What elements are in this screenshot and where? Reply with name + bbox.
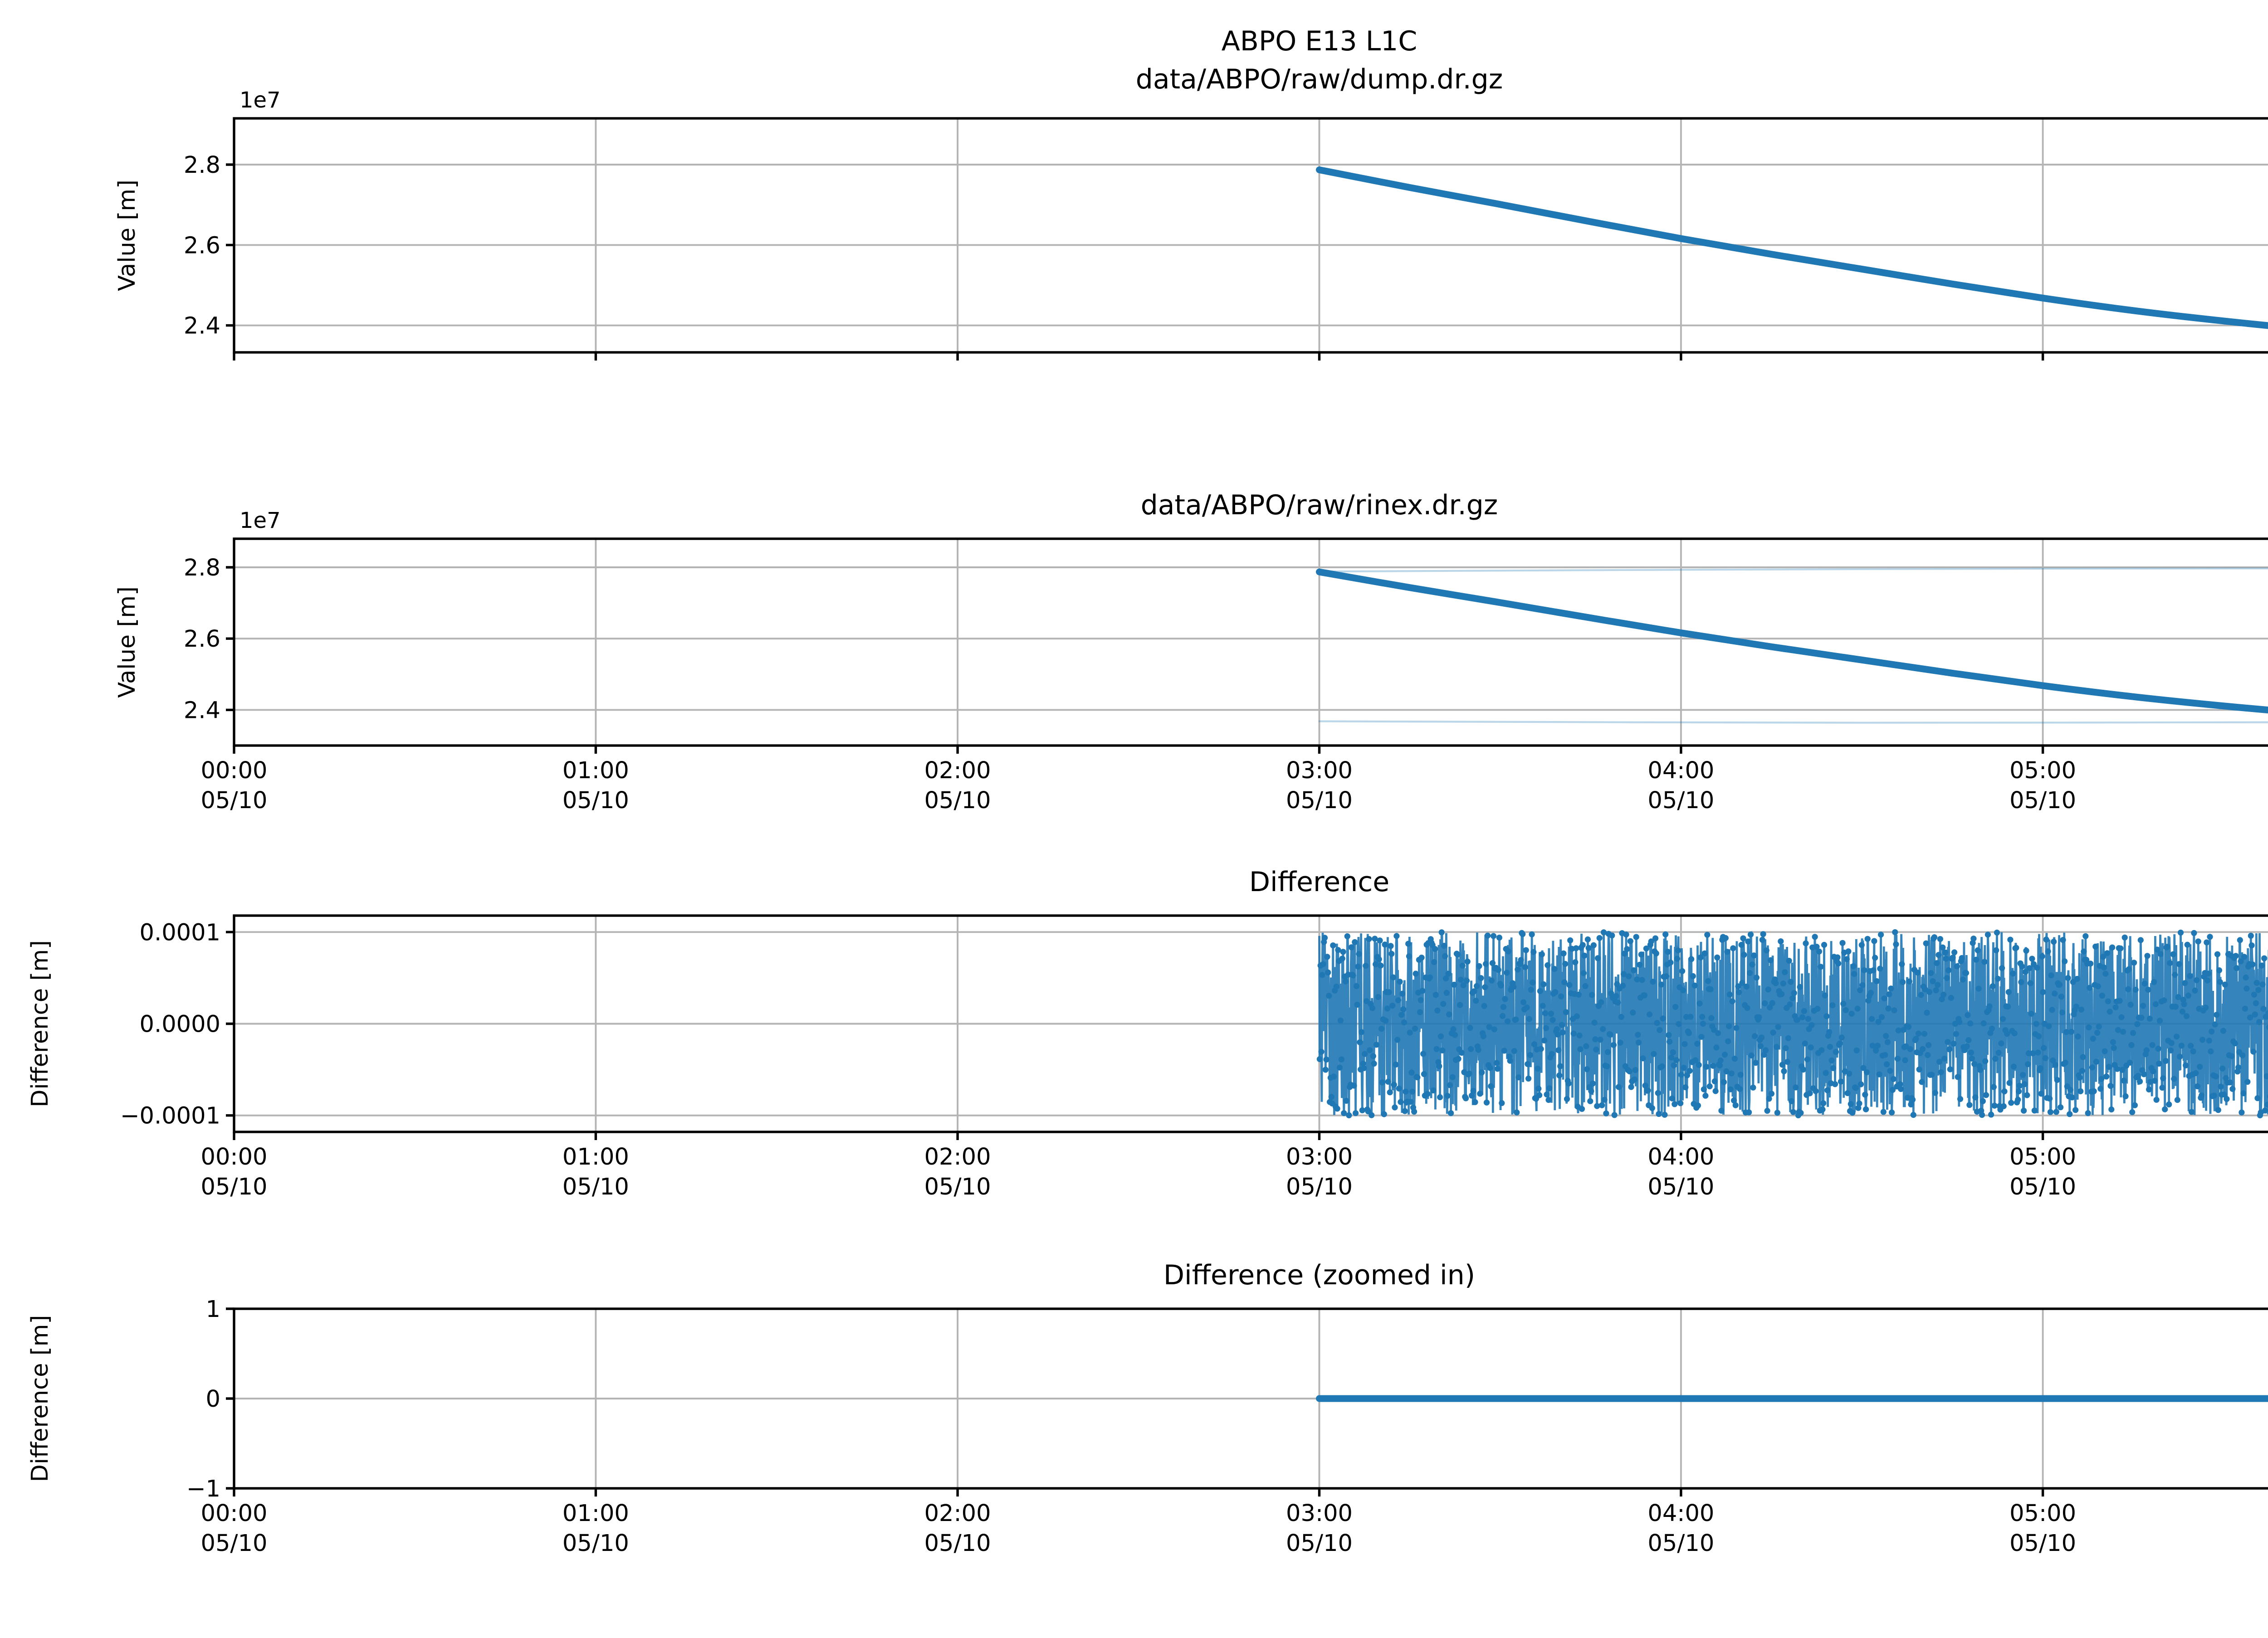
x-tick-label-time: 05:00 — [2009, 1144, 2076, 1170]
x-tick-label-date: 05/10 — [201, 1530, 268, 1557]
x-tick-label-time: 05:00 — [2009, 757, 2076, 784]
x-tick-label-date: 05/10 — [1286, 787, 1353, 814]
y-axis-label: Difference [m] — [27, 940, 54, 1107]
axes — [226, 1309, 2268, 1497]
x-tick-label-time: 03:00 — [1286, 757, 1353, 784]
y-axis-label: Value [m] — [114, 180, 141, 291]
rinex-faint-lower-line — [1320, 722, 2268, 723]
x-tick-label-date: 05/10 — [201, 1174, 268, 1200]
x-tick-label-time: 03:00 — [1286, 1500, 1353, 1527]
x-tick-label-time: 01:00 — [562, 1500, 629, 1527]
y-tick-label: 2.6 — [184, 232, 220, 259]
labels: 2.4 2.6 2.8 Value [m] 1e7 ABPO E13 L1C data/AB… — [114, 25, 1503, 340]
x-tick-label-date: 05/10 — [1286, 1174, 1353, 1200]
chart-1-subplot: 2.4 2.6 2.8 Value [m] 1e7 ABPO E13 L1C data/AB… — [114, 25, 2268, 361]
chart-title: Difference — [1249, 866, 1389, 898]
y-tick-label: 0 — [206, 1386, 220, 1413]
axes — [226, 118, 2268, 361]
y-tick-label: −1 — [186, 1476, 220, 1502]
x-tick-label-date: 05/10 — [1647, 1530, 1714, 1557]
x-tick-label-date: 05/10 — [2009, 1174, 2076, 1200]
x-tick-label-time: 00:00 — [201, 1144, 268, 1170]
x-tick-label-time: 04:00 — [1647, 1144, 1714, 1170]
x-tick-label-date: 05/10 — [2009, 1530, 2076, 1557]
x-tick-label-date: 05/10 — [1647, 787, 1714, 814]
chart-title: data/ABPO/raw/rinex.dr.gz — [1141, 489, 1498, 521]
x-tick-label-date: 05/10 — [201, 787, 268, 814]
x-tick-label-date: 05/10 — [562, 1174, 629, 1200]
y-tick-label: 1 — [206, 1296, 220, 1323]
y-tick-label: 2.4 — [184, 313, 220, 340]
x-tick-label-date: 05/10 — [1286, 1530, 1353, 1557]
chart-2-subplot: 2.4 2.6 2.8 00:00 05/10 01:00 05/10 02:00 05/10 0… — [114, 489, 2268, 814]
y-axis-label: Value [m] — [114, 586, 141, 698]
y-offset-text: 1e7 — [240, 508, 281, 533]
y-axis-label: Difference [m] — [27, 1315, 54, 1482]
series-group — [1320, 568, 2268, 722]
x-tick-label-time: 01:00 — [562, 757, 629, 784]
x-tick-label-date: 05/10 — [924, 1530, 991, 1557]
x-tick-label-date: 05/10 — [562, 787, 629, 814]
y-tick-label: 2.8 — [184, 555, 220, 581]
x-tick-label-time: 00:00 — [201, 757, 268, 784]
y-tick-label: 2.6 — [184, 626, 220, 653]
chart-3-subplot: −0.0001 0.0000 0.0001 00:00 05/10 01:00 05/10 0… — [27, 866, 2268, 1200]
axes-frame — [234, 118, 2268, 352]
x-tick-label-time: 05:00 — [2009, 1500, 2076, 1527]
rinex-faint-upper-line — [1320, 568, 2268, 571]
x-tick-label-time: 01:00 — [562, 1144, 629, 1170]
y-tick-label: 2.8 — [184, 152, 220, 179]
y-offset-text: 1e7 — [240, 88, 281, 113]
noise-trace — [1320, 932, 2268, 1116]
x-tick-label-time: 02:00 — [924, 757, 991, 784]
y-tick-label: 0.0000 — [140, 1011, 220, 1038]
y-tick-label: 0.0001 — [140, 919, 220, 946]
x-tick-label-date: 05/10 — [924, 787, 991, 814]
y-tick-label: 2.4 — [184, 697, 220, 724]
x-tick-label-date: 05/10 — [562, 1530, 629, 1557]
chart-4-subplot: −1 0 1 00:00 05/10 01:00 05/10 02:00 05/10 03:00 0… — [27, 1259, 2268, 1557]
chart-title: Difference (zoomed in) — [1163, 1259, 1475, 1291]
x-tick-label-date: 05/10 — [1647, 1174, 1714, 1200]
axes — [226, 539, 2268, 754]
chart-title: data/ABPO/raw/dump.dr.gz — [1136, 63, 1503, 95]
x-tick-label-time: 04:00 — [1647, 757, 1714, 784]
x-tick-label-date: 05/10 — [924, 1174, 991, 1200]
y-tick-label: −0.0001 — [120, 1103, 220, 1130]
series-group — [1320, 170, 2268, 336]
x-tick-label-time: 04:00 — [1647, 1500, 1714, 1527]
x-tick-label-date: 05/10 — [2009, 787, 2076, 814]
dump-pseudorange-line — [1320, 170, 2268, 336]
x-tick-label-time: 00:00 — [201, 1500, 268, 1527]
gridlines — [234, 118, 2268, 352]
rinex-pseudorange-line — [1320, 572, 2268, 720]
x-tick-label-time: 02:00 — [924, 1500, 991, 1527]
x-tick-label-time: 03:00 — [1286, 1144, 1353, 1170]
x-tick-label-time: 02:00 — [924, 1144, 991, 1170]
series-group — [1317, 929, 2268, 1118]
labels: −1 0 1 00:00 05/10 01:00 05/10 02:00 05/10 03:00 0… — [27, 1259, 2268, 1557]
chart-title: ABPO E13 L1C — [1222, 25, 1418, 57]
